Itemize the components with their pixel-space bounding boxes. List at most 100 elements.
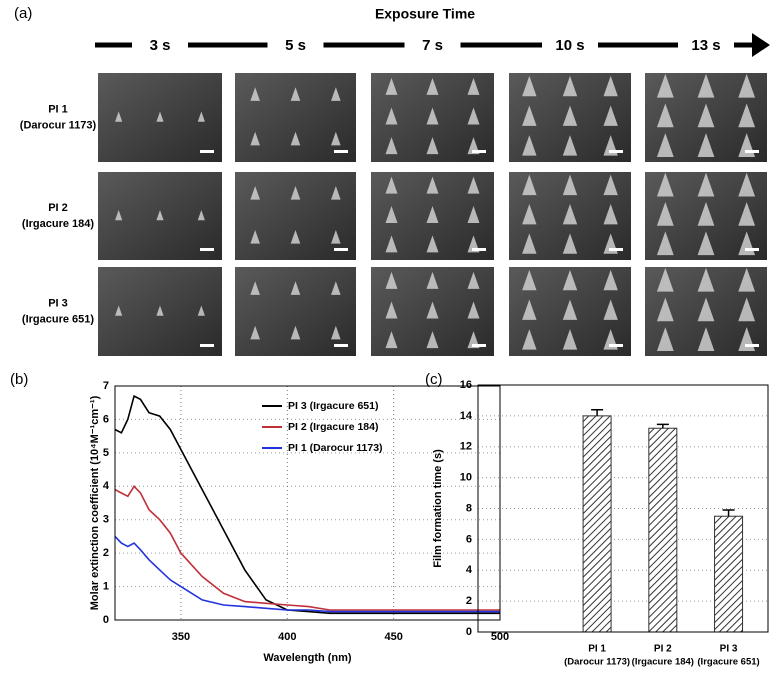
microneedle [385, 107, 398, 125]
microneedle [290, 186, 301, 200]
microneedle [656, 202, 674, 226]
y-tick-label: 4 [103, 480, 110, 492]
microneedle [331, 131, 341, 146]
legend-label: PI 2 (Irgacure 184) [288, 421, 378, 433]
microneedle [562, 135, 578, 156]
microneedle [426, 107, 439, 125]
line-series [114, 485, 500, 611]
y-tick-label: 8 [466, 502, 472, 514]
microneedle [603, 299, 618, 320]
microneedle [290, 87, 301, 101]
microneedle [197, 210, 205, 221]
y-tick-label: 5 [103, 447, 109, 459]
microneedle [697, 73, 715, 98]
scale-bar [472, 344, 486, 347]
microneedle [250, 186, 260, 200]
microneedle [697, 231, 715, 256]
microneedle [697, 202, 715, 226]
y-tick-label: 12 [460, 441, 472, 453]
microneedle [115, 305, 123, 316]
microneedle [331, 281, 341, 295]
row-initiator: (Darocur 1173) [20, 119, 97, 131]
microneedle [290, 325, 301, 340]
microneedle [467, 301, 480, 319]
bar [582, 415, 612, 633]
arrow-head [752, 33, 770, 57]
y-tick-label: 16 [460, 379, 472, 391]
panel-label: (b) [10, 371, 28, 388]
microneedle [115, 210, 123, 221]
microneedle [522, 233, 537, 254]
microneedle [522, 75, 537, 97]
line-series [114, 394, 500, 615]
microneedle [426, 331, 439, 349]
microneedle [156, 305, 164, 316]
microneedle [467, 331, 480, 349]
error-bar [656, 423, 669, 429]
microneedle [738, 267, 756, 292]
microneedle [331, 325, 341, 340]
microneedle [250, 131, 260, 146]
time-label: 7 s [422, 37, 443, 54]
microneedle [385, 235, 398, 253]
scale-bar [334, 248, 348, 251]
microneedle [467, 107, 480, 125]
microneedle [331, 230, 341, 244]
category-note: (Irgacure 184) [632, 657, 694, 668]
microneedle [656, 231, 674, 256]
microneedle [385, 137, 398, 155]
y-tick-label: 2 [103, 547, 109, 559]
y-tick-label: 3 [103, 514, 109, 526]
plot-frame [114, 385, 501, 621]
microneedle [738, 103, 756, 128]
microneedle [426, 137, 439, 155]
time-label: 3 s [150, 37, 171, 54]
x-tick-label: 400 [278, 631, 296, 643]
legend-label: PI 1 (Darocur 1173) [288, 442, 383, 454]
microneedle [290, 281, 301, 295]
label-gap [404, 36, 461, 54]
x-tick-label: PI 1 [588, 644, 606, 655]
microneedle [697, 133, 715, 157]
time-label: 10 s [555, 37, 584, 54]
microneedle [331, 87, 341, 101]
label-gap [132, 36, 188, 54]
microneedle [656, 133, 674, 157]
microneedle [467, 206, 480, 223]
label-gap [542, 36, 598, 54]
microneedle [385, 331, 398, 349]
x-tick-label: PI 2 [654, 644, 672, 655]
microneedle [697, 327, 715, 351]
row-initiator: (Irgacure 651) [22, 313, 94, 325]
scale-bar [745, 150, 759, 153]
sem-image [235, 267, 356, 356]
microneedle [738, 73, 756, 98]
error-bar [591, 408, 604, 416]
microneedle [562, 329, 578, 350]
microneedle [656, 73, 674, 98]
microneedle [290, 131, 301, 146]
microneedle [197, 111, 205, 122]
microneedle [522, 204, 537, 225]
scale-bar [334, 150, 348, 153]
panel-title: Exposure Time [375, 6, 475, 22]
microneedle [467, 271, 480, 289]
microneedle [562, 269, 578, 291]
microneedle [697, 267, 715, 292]
row-name: PI 1 [48, 103, 68, 115]
microneedle [562, 174, 578, 196]
scale-bar [200, 150, 214, 153]
microneedle [522, 269, 537, 291]
bar [714, 515, 744, 633]
y-tick-label: 0 [466, 626, 472, 638]
microneedle [426, 271, 439, 289]
microneedle [522, 299, 537, 320]
panel-label: (a) [14, 5, 32, 22]
microneedle [426, 301, 439, 319]
row-initiator: (Irgacure 184) [22, 218, 94, 230]
microneedle [467, 176, 480, 194]
y-axis-label: Molar extinction coefficient (10⁴M⁻¹cm⁻¹… [89, 395, 101, 610]
scale-bar [472, 150, 486, 153]
y-tick-label: 6 [103, 413, 109, 425]
